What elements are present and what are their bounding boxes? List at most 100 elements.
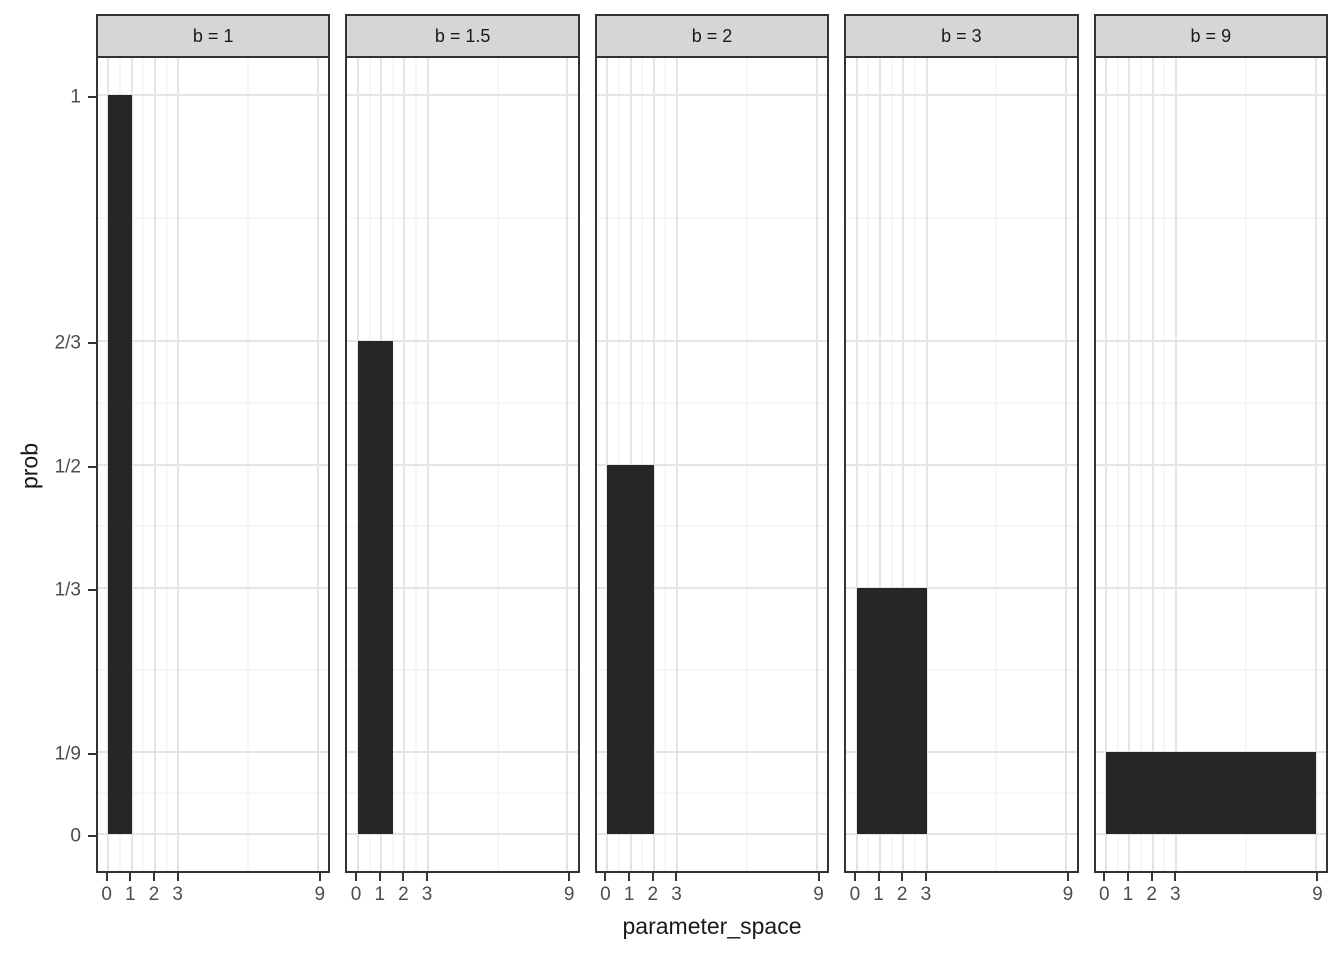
x-tick-mark: [901, 873, 904, 881]
facet-panel: [594, 58, 830, 873]
y-tick-mark: [88, 465, 96, 468]
x-tick-label: 2: [647, 884, 659, 905]
gridline-minor-y: [846, 669, 1077, 671]
x-tick-label: 3: [172, 884, 183, 905]
x-tick-label: 1: [1122, 884, 1134, 905]
y-tick-mark: [88, 95, 96, 98]
x-tick-mark: [628, 873, 631, 881]
gridline-major-y: [846, 833, 1077, 836]
gridline-minor-y: [347, 525, 578, 527]
facet-panel: [1093, 58, 1329, 873]
x-tick-mark: [105, 873, 108, 881]
x-tick-label: 0: [849, 884, 861, 905]
y-tick-label: 1/3: [54, 579, 81, 601]
gridline-major-y: [846, 463, 1077, 466]
gridline-major-y: [347, 833, 578, 836]
y-axis: 0 1/9 1/3 1/2 2/3 1: [0, 60, 96, 873]
gridline-minor-y: [1095, 402, 1327, 404]
facet-panel: [345, 58, 580, 873]
gridline-minor-y: [846, 525, 1077, 527]
x-tick-label: 9: [314, 884, 326, 905]
gridline-major-y: [596, 750, 828, 753]
x-tick-label: 2: [398, 884, 409, 905]
x-tick-mark: [877, 873, 880, 881]
x-tick-label: 3: [1170, 884, 1181, 905]
x-tick-label: 3: [671, 884, 682, 905]
bar: [856, 587, 927, 835]
gridline-major-y: [846, 340, 1077, 343]
facet-strip: b = 2: [594, 14, 830, 58]
gridline-major-y: [1095, 586, 1327, 589]
x-tick-mark: [402, 873, 405, 881]
facet-strip-label: b = 1.5: [434, 25, 491, 46]
y-tick-mark: [88, 588, 96, 591]
y-tick-label: 1: [70, 86, 81, 108]
gridline-major-y: [596, 833, 828, 836]
gridline-minor-y: [347, 792, 578, 794]
facet-strip-label: b = 3: [941, 25, 982, 46]
x-tick-mark: [1316, 873, 1319, 881]
gridline-minor-y: [596, 792, 828, 794]
x-tick-mark: [318, 873, 321, 881]
x-tick-label: 0: [1098, 884, 1110, 905]
x-tick-mark: [1174, 873, 1177, 881]
x-tick-mark: [817, 873, 820, 881]
x-tick-label: 1: [623, 884, 635, 905]
facet-strip: b = 9: [1093, 14, 1329, 58]
bar: [607, 464, 654, 835]
x-tick-label: 9: [1312, 884, 1323, 905]
x-tick-label: 0: [350, 884, 362, 905]
facet-strip-label: b = 2: [691, 25, 733, 46]
y-tick-mark: [88, 342, 96, 345]
x-tick-label: 3: [920, 884, 932, 905]
gridline-minor-y: [1095, 525, 1327, 527]
gridline-major-y: [347, 463, 578, 466]
gridline-minor-y: [98, 792, 329, 794]
gridline-minor-y: [596, 525, 828, 527]
gridline-major-y: [347, 586, 578, 589]
gridline-minor-y: [846, 402, 1077, 404]
x-tick-label: 2: [1146, 884, 1157, 905]
x-tick-label: 1: [374, 884, 386, 905]
gridline-major-y: [846, 750, 1077, 753]
x-tick-mark: [924, 873, 927, 881]
facet-strip: b = 1: [96, 14, 331, 58]
gridline-major-y: [596, 93, 828, 96]
gridline-major-y: [1095, 340, 1327, 343]
x-tick-mark: [604, 873, 607, 881]
x-tick-mark: [1150, 873, 1153, 881]
x-tick-mark: [675, 873, 678, 881]
gridline-major-y: [1095, 463, 1327, 466]
gridline-major-y: [596, 586, 828, 589]
y-tick-mark: [88, 752, 96, 755]
x-tick-label: 2: [148, 884, 160, 905]
x-tick-label: 9: [1062, 884, 1074, 905]
facet-panel: [96, 58, 331, 873]
gridline-minor-y: [347, 217, 578, 219]
x-tick-mark: [853, 873, 856, 881]
x-tick-label: 9: [563, 884, 575, 905]
gridline-minor-y: [98, 525, 329, 527]
x-tick-label: 2: [896, 884, 908, 905]
y-tick-label: 0: [70, 825, 81, 847]
x-tick-mark: [153, 873, 155, 881]
gridline-major-y: [596, 463, 828, 466]
y-tick-label: 1/9: [54, 743, 81, 765]
x-tick-mark: [355, 873, 358, 881]
gridline-major-y: [98, 93, 329, 96]
x-tick-mark: [1103, 873, 1106, 881]
gridline-minor-y: [846, 217, 1077, 219]
x-tick-mark: [176, 873, 179, 881]
gridline-major-y: [98, 340, 329, 343]
bar: [108, 94, 132, 835]
facet-panel: [844, 58, 1079, 873]
facet-strip-label: b = 9: [1190, 25, 1232, 46]
